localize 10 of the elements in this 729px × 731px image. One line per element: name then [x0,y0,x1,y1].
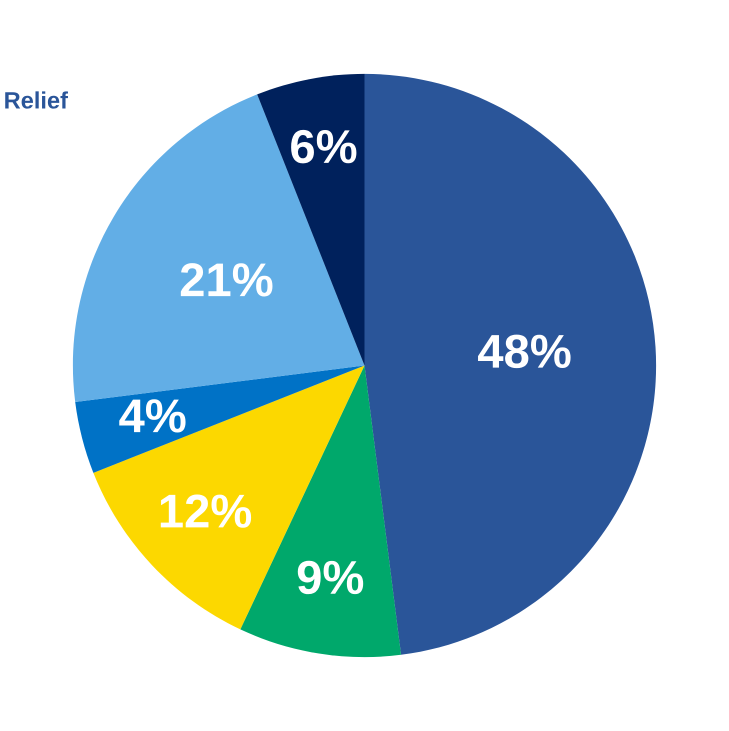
text: Relief [5,91,68,109]
data-label: 48% [478,334,571,368]
pie-slice [75,366,364,473]
data-label: 9% [298,560,364,594]
data-label: 12% [160,494,252,528]
data-label: 6% [291,130,356,164]
pie-slice [93,366,364,630]
data-label: 4% [119,399,186,432]
pie-slice [364,74,656,655]
data-label: 21% [180,263,272,296]
